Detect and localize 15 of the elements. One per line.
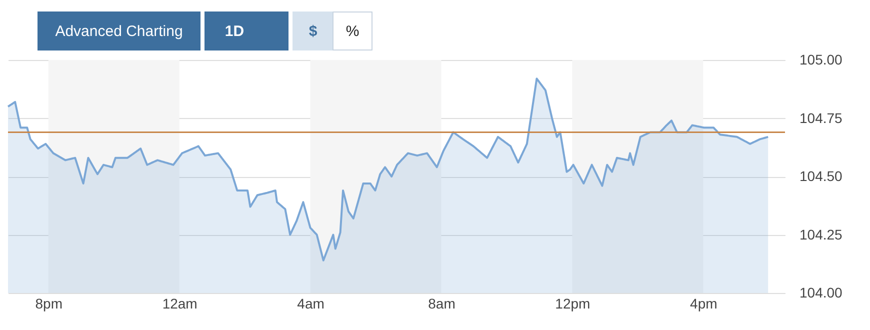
x-tick-label: 4am xyxy=(297,296,324,312)
text: $ xyxy=(308,23,318,40)
y-tick-label: 105.00 xyxy=(800,52,843,68)
y-tick-label: 104.50 xyxy=(800,168,843,184)
x-tick-label: 4pm xyxy=(690,296,718,312)
text: 1D xyxy=(224,23,244,40)
x-tick-label: 12am xyxy=(162,296,198,312)
x-tick-label: 8pm xyxy=(35,296,62,312)
y-tick-label: 104.25 xyxy=(800,226,843,242)
text: Advanced Charting xyxy=(55,23,183,40)
y-tick-label: 104.75 xyxy=(800,110,843,126)
text: % xyxy=(346,23,360,40)
y-tick-label: 104.00 xyxy=(800,284,843,300)
x-tick-label: 8am xyxy=(428,296,456,312)
x-tick-label: 12pm xyxy=(555,296,590,312)
